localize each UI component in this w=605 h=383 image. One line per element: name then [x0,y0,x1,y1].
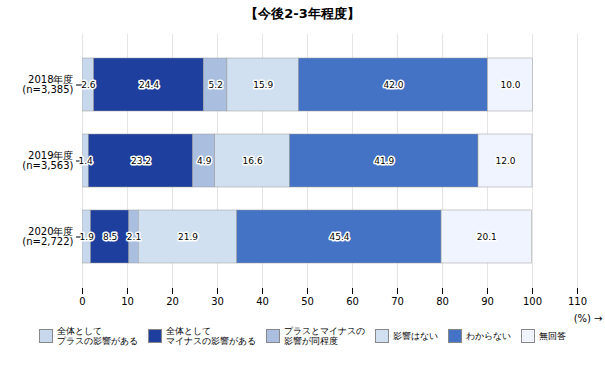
svg-text:21.9: 21.9 [178,232,198,242]
svg-text:15.9: 15.9 [253,80,273,90]
html-text:無回答: 無回答 [539,331,566,342]
svg-text:2020年度(n=2,722): 2020年度(n=2,722) [22,226,73,247]
svg-text:60: 60 [346,296,359,307]
svg-text:4.9: 4.9 [197,156,212,166]
svg-text:8.5: 8.5 [103,232,117,242]
svg-text:24.4: 24.4 [139,80,159,90]
svg-text:70: 70 [391,296,404,307]
svg-text:90: 90 [481,296,494,307]
svg-text:1.4: 1.4 [78,156,93,166]
svg-text:2018年度(n=3,385): 2018年度(n=3,385) [22,74,73,95]
svg-text:12.0: 12.0 [495,156,515,166]
svg-text:80: 80 [436,296,449,307]
html-text:全体として マイナスの影響がある: 全体として マイナスの影響がある [166,326,256,347]
svg-text:5.2: 5.2 [209,80,223,90]
svg-text:10: 10 [121,296,134,307]
svg-text:16.6: 16.6 [243,156,263,166]
svg-text:20.1: 20.1 [477,232,497,242]
svg-text:50: 50 [301,296,314,307]
svg-text:23.2: 23.2 [131,156,151,166]
svg-text:110: 110 [568,296,587,307]
svg-text:40: 40 [256,296,269,307]
svg-text:2019年度(n=3,563): 2019年度(n=3,563) [22,150,73,171]
svg-text:10.0: 10.0 [500,80,520,90]
svg-text:30: 30 [211,296,224,307]
svg-text:1.9: 1.9 [80,232,95,242]
svg-text:42.0: 42.0 [383,80,403,90]
svg-text:45.4: 45.4 [329,232,349,242]
svg-text:0: 0 [79,296,85,307]
html-text:わからない: わからない [466,331,511,342]
html-text:影響はない: 影響はない [393,331,438,342]
svg-text:2.1: 2.1 [127,232,141,242]
svg-text:2.6: 2.6 [81,80,96,90]
svg-text:41.9: 41.9 [374,156,394,166]
svg-text:20: 20 [166,296,179,307]
html-text:プラスとマイナスの 影響が同程度: プラスとマイナスの 影響が同程度 [284,326,365,347]
html-text:【今後2-3年程度】: 【今後2-3年程度】 [245,6,360,21]
svg-text:100: 100 [523,296,542,307]
html-text:全体として プラスの影響がある: 全体として プラスの影響がある [57,326,138,347]
svg-text:(%) →: (%) → [574,313,603,324]
